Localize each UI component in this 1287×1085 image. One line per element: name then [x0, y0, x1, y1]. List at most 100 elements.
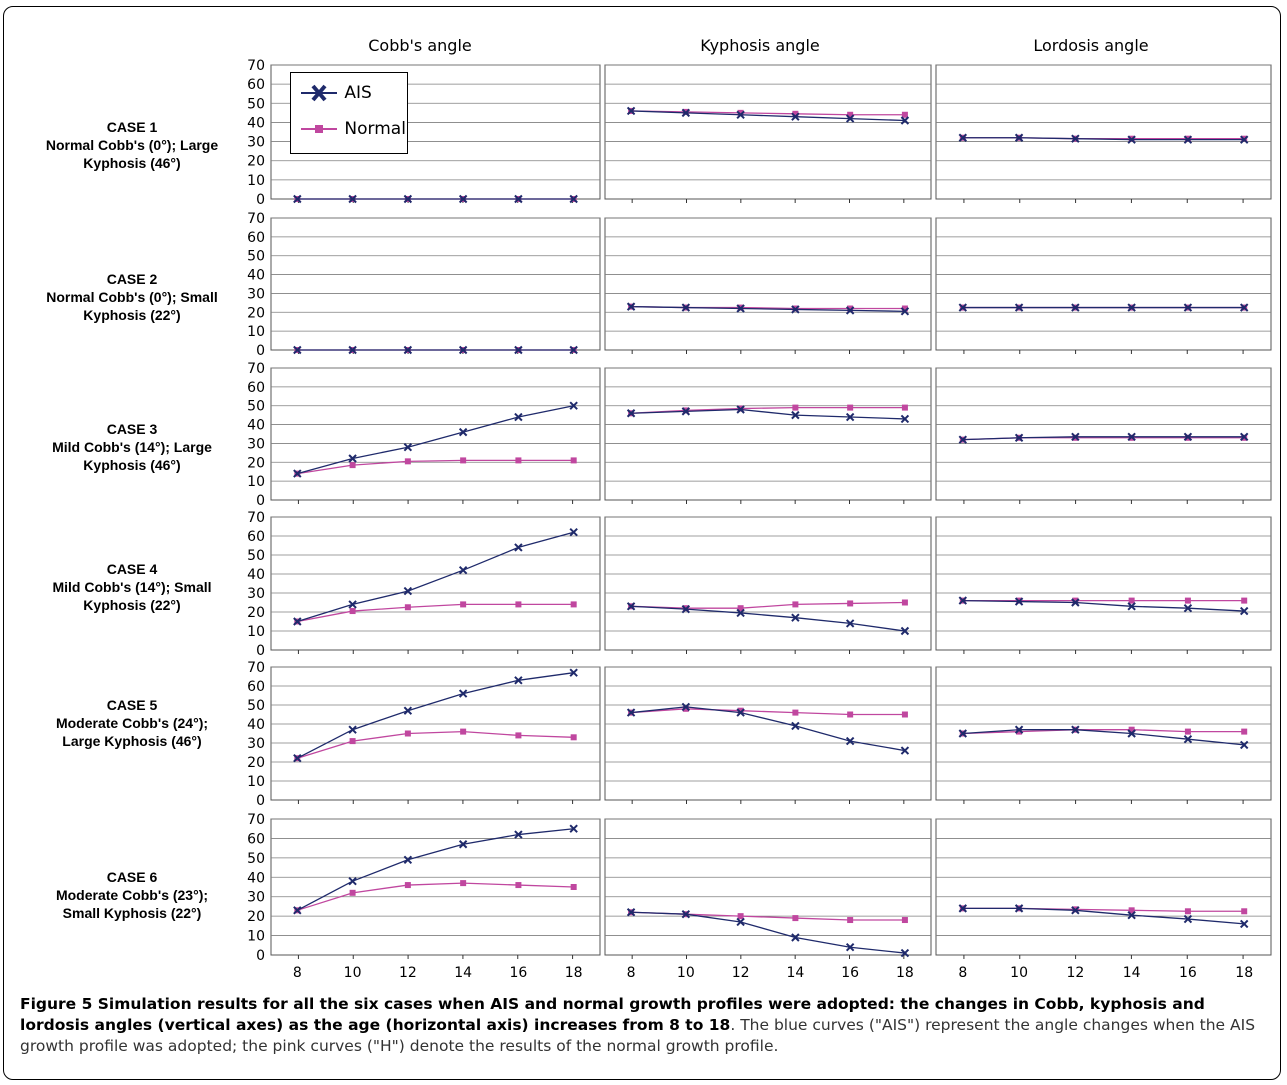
ais-point: [958, 133, 968, 142]
ais-point: [736, 110, 745, 119]
panel-case2-col1: [604, 217, 932, 354]
ais-point: [403, 442, 413, 452]
case-label-desc2: Small Kyphosis (22°): [62, 905, 202, 921]
plot-area: [935, 818, 1272, 956]
ais-point: [348, 194, 357, 204]
ais-point: [736, 608, 745, 618]
normal-point: [404, 882, 411, 889]
panel-case6-col1: 8 10 12 14 16 18: [604, 818, 932, 981]
normal-point: [515, 882, 522, 889]
ais-point: [681, 909, 691, 919]
ais-point: [1127, 303, 1136, 312]
series-line-ais: [631, 605, 906, 632]
x-tick-label: 18: [1235, 965, 1253, 981]
series-line-ais: [631, 706, 906, 752]
case-label-name: CASE 3: [106, 421, 158, 437]
panel-case4-col0: 0 10 20 30 40 50 60 70: [247, 510, 601, 659]
y-tick-label: 50: [247, 399, 265, 415]
series-line-ais: [962, 599, 1245, 612]
plot-area: [604, 818, 932, 956]
ais-point: [681, 303, 691, 312]
ais-point: [626, 409, 636, 418]
y-tick-label: 40: [247, 115, 265, 131]
normal-point: [404, 458, 411, 465]
ais-point: [791, 933, 800, 942]
x-tick-label: 18: [565, 965, 583, 981]
normal-point: [847, 305, 854, 312]
ais-point: [1127, 602, 1136, 611]
normal-point: [792, 709, 799, 716]
panel-case1-col1: [604, 64, 932, 203]
ais-point: [1014, 433, 1024, 442]
series-line-normal: [631, 406, 905, 414]
y-tick-label: 10: [247, 173, 265, 189]
figure-frame: [3, 6, 1281, 1080]
normal-point: [349, 738, 356, 745]
x-tick-label: 10: [1010, 965, 1028, 981]
y-tick-label: 20: [247, 154, 265, 170]
ais-point: [1014, 133, 1024, 142]
ais-point: [514, 830, 523, 839]
normal-point: [404, 604, 411, 611]
normal-point: [737, 707, 744, 714]
ais-point: [958, 904, 968, 913]
y-tick-label: 10: [247, 929, 265, 945]
caption-bold: Figure 5 Simulation results for all the …: [20, 995, 1205, 1034]
x-tick-label: 10: [677, 965, 695, 981]
ais-point: [1183, 603, 1193, 613]
case-label-name: CASE 5: [106, 697, 158, 713]
normal-point: [901, 111, 908, 118]
ais-point: [1127, 729, 1136, 738]
ais-point: [403, 586, 413, 596]
ais-point: [1071, 725, 1080, 734]
y-tick-label: 70: [247, 58, 265, 74]
ais-point: [569, 527, 578, 537]
ais-point: [514, 345, 523, 355]
ais-point: [348, 454, 357, 463]
panel-case3-col1: [604, 367, 932, 504]
case-label-desc2: Large Kyphosis (46°): [62, 733, 202, 749]
ais-point: [1071, 303, 1080, 312]
panel-case5-col2: [935, 666, 1272, 804]
ais-point: [845, 736, 855, 746]
ais-point: [900, 626, 910, 636]
panel-case2-col0: 0 10 20 30 40 50 60 70: [247, 211, 601, 359]
y-tick-label: 40: [247, 418, 265, 434]
normal-point: [460, 601, 467, 608]
ais-point: [458, 840, 468, 849]
ais-point: [900, 948, 910, 958]
y-tick-label: 60: [247, 77, 265, 93]
ais-point: [791, 410, 800, 420]
panel-case6-col0: 0 10 20 30 40 50 60 70 8 10 12 14 16 18: [247, 812, 601, 981]
y-tick-label: 50: [247, 698, 265, 714]
legend-normal-marker: [301, 125, 337, 133]
normal-point: [682, 705, 689, 712]
ais-point: [569, 668, 578, 677]
y-tick-label: 30: [247, 286, 265, 302]
ais-point: [1071, 906, 1080, 915]
case-label-desc2: Kyphosis (22°): [83, 307, 181, 323]
y-tick-label: 70: [247, 812, 265, 828]
normal-point: [901, 711, 908, 718]
panel-case6-col2: 8 10 12 14 16 18: [935, 818, 1272, 981]
ais-point: [293, 469, 302, 478]
ais-point: [348, 600, 357, 609]
series-line-ais: [297, 405, 574, 475]
ais-point: [569, 824, 578, 833]
ais-point: [293, 617, 302, 626]
normal-point: [515, 601, 522, 608]
series-line-normal: [297, 603, 574, 623]
case-label-desc1: Normal Cobb's (0°); Large: [45, 137, 219, 153]
x-tick-label: 14: [454, 965, 472, 981]
normal-point: [460, 457, 467, 464]
y-tick-label: 0: [256, 343, 265, 359]
y-tick-label: 20: [247, 605, 265, 621]
plot-area: [270, 516, 601, 651]
ais-point: [958, 303, 968, 312]
normal-point: [515, 732, 522, 739]
ais-point: [514, 543, 523, 552]
legend-ais: AIS: [299, 83, 372, 103]
ais-point: [845, 412, 855, 422]
plot-area: [604, 666, 932, 801]
ais-point: [1183, 303, 1193, 312]
